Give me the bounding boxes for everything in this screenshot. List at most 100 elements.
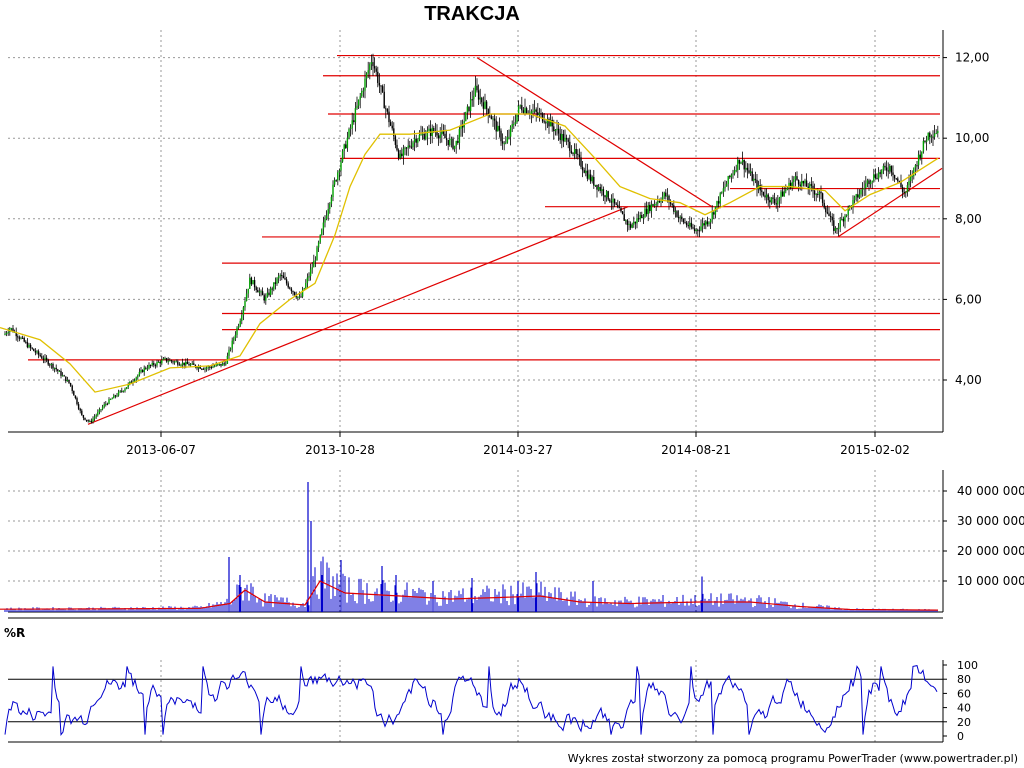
candle-body — [652, 204, 654, 206]
candle-body — [17, 336, 19, 338]
candle-body — [218, 363, 221, 365]
candle-body — [178, 364, 181, 366]
candle-body — [660, 201, 662, 203]
candle-body — [103, 404, 105, 407]
candle-body — [74, 395, 77, 399]
candle-body — [719, 193, 721, 204]
candle-body — [55, 367, 57, 370]
wr-y-tick-label: 40 — [957, 702, 971, 715]
candle-body — [335, 180, 337, 182]
candle-body — [33, 348, 35, 352]
candle-body — [685, 222, 688, 226]
candle-body — [844, 215, 846, 222]
candle-body — [306, 277, 309, 283]
candle-body — [817, 194, 819, 196]
candle-body — [279, 275, 281, 277]
candle-body — [381, 86, 384, 92]
candle-body — [498, 125, 501, 131]
candle-body — [778, 197, 781, 201]
candle-body — [673, 205, 675, 212]
candle-body — [487, 108, 489, 116]
candle-body — [585, 170, 587, 173]
candle-body — [220, 363, 222, 366]
candle-body — [172, 361, 174, 363]
candle-body — [661, 196, 664, 202]
price-x-tick-label: 2014-08-21 — [661, 443, 731, 457]
candle-body — [668, 195, 670, 203]
candle-body — [137, 375, 139, 378]
candle-body — [831, 216, 833, 221]
candle-body — [364, 78, 366, 91]
candle-body — [140, 370, 142, 372]
candle-body — [692, 227, 694, 229]
candle-body — [764, 195, 766, 198]
candle-body — [89, 420, 91, 422]
candle-body — [501, 141, 504, 144]
candle-body — [629, 223, 632, 228]
candle-body — [393, 128, 395, 137]
candle-body — [570, 150, 573, 154]
candle-body — [356, 105, 358, 109]
candle-body — [345, 144, 347, 148]
candle-body — [465, 112, 467, 122]
candle-body — [797, 179, 800, 185]
candle-body — [613, 198, 616, 204]
candle-body — [786, 188, 789, 190]
candle-body — [261, 291, 264, 296]
candle-body — [433, 127, 435, 132]
candle-body — [380, 85, 382, 87]
candle-body — [610, 201, 613, 203]
candle-body — [837, 227, 840, 230]
candle-body — [85, 419, 88, 421]
candle-body — [114, 395, 117, 397]
candle-body — [42, 358, 45, 360]
price-y-tick-label: 10,00 — [955, 131, 989, 145]
candle-body — [701, 223, 704, 227]
candle-body — [913, 167, 915, 177]
candle-body — [177, 361, 179, 365]
candle-body — [873, 174, 875, 181]
candle-body — [922, 140, 925, 152]
candle-body — [695, 229, 697, 232]
candle-body — [642, 217, 645, 219]
candle-body — [181, 362, 184, 365]
volume-y-tick-label: 30 000 000 — [957, 514, 1024, 528]
candle-body — [647, 204, 649, 215]
candle-body — [273, 282, 275, 290]
candle-body — [124, 389, 126, 391]
candle-body — [385, 108, 387, 110]
candle-body — [618, 207, 621, 209]
candle-body — [591, 176, 593, 182]
candle-body — [732, 173, 734, 175]
trendline — [837, 167, 943, 238]
candle-body — [538, 113, 541, 115]
candle-body — [821, 193, 824, 203]
candle-body — [833, 220, 835, 231]
candle-body — [761, 190, 763, 192]
candle-body — [284, 278, 286, 280]
candle-body — [185, 361, 187, 366]
candle-body — [383, 91, 385, 109]
candle-body — [450, 138, 453, 140]
candle-body — [82, 415, 85, 418]
candle-body — [893, 174, 896, 179]
candle-body — [447, 139, 449, 146]
candle-body — [658, 201, 661, 203]
candle-body — [409, 145, 411, 147]
candle-body — [785, 189, 787, 192]
candle-body — [466, 106, 469, 113]
candle-body — [484, 101, 486, 109]
candle-body — [663, 192, 665, 197]
candle-body — [863, 188, 865, 190]
candle-body — [101, 406, 104, 410]
candle-body — [37, 351, 40, 355]
candle-body — [807, 186, 809, 190]
candle-body — [297, 296, 299, 298]
candle-body — [489, 115, 491, 117]
candle-body — [644, 208, 646, 218]
candle-body — [708, 222, 710, 225]
candle-body — [457, 140, 459, 143]
candle-body — [793, 179, 795, 183]
candle-body — [631, 224, 633, 228]
